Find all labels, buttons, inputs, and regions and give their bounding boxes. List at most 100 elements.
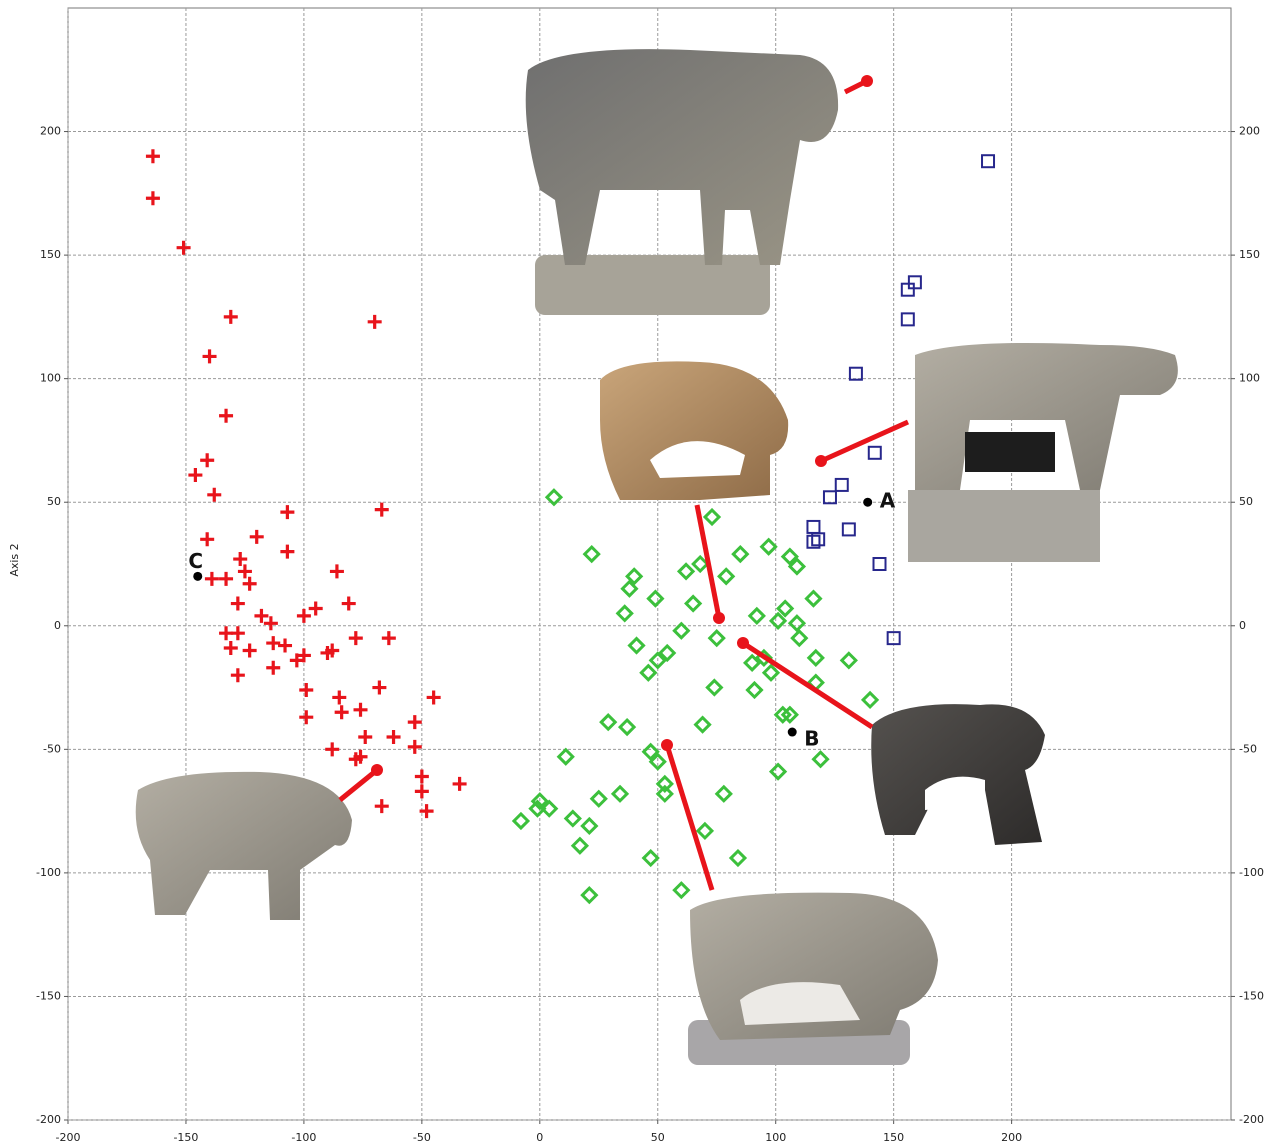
cross-marker	[207, 487, 222, 502]
y-tick-label: -100	[36, 866, 61, 879]
diamond-marker	[693, 715, 712, 734]
cross-marker	[407, 715, 422, 730]
diamond-marker	[773, 705, 792, 724]
square-marker	[872, 557, 887, 571]
cross-marker	[325, 742, 340, 757]
y-tick-label: 100	[40, 372, 61, 385]
diamond-marker	[742, 653, 762, 672]
diamond-marker	[544, 488, 564, 507]
x-tick-label: 50	[651, 1131, 665, 1144]
diamond-marker	[780, 547, 799, 566]
cross-marker	[219, 571, 234, 586]
diamond-marker	[702, 507, 722, 527]
square-marker	[907, 275, 922, 290]
diamond-marker	[620, 579, 639, 598]
cross-marker	[242, 643, 257, 658]
square-marker	[900, 282, 915, 297]
cross-marker	[223, 641, 238, 656]
cross-marker	[230, 626, 245, 641]
diamond-marker	[589, 789, 608, 808]
diamond-marker	[806, 648, 825, 668]
diamond-marker	[617, 717, 637, 737]
x-tick-label: -100	[291, 1131, 316, 1144]
cross-marker	[219, 626, 234, 641]
cross-marker	[341, 596, 356, 611]
pointers	[338, 75, 910, 891]
cross-marker	[242, 576, 257, 591]
x-tick-label: 150	[883, 1131, 904, 1144]
cross-marker	[233, 552, 248, 567]
cross-marker	[419, 804, 434, 819]
labeled-point	[193, 571, 203, 581]
x-tick-label: -200	[56, 1131, 81, 1144]
cross-marker	[278, 638, 293, 653]
point-label: A	[880, 489, 896, 513]
cross-marker	[280, 505, 295, 520]
x-tick-label: -150	[173, 1131, 198, 1144]
diamond-marker	[804, 589, 823, 608]
diamond-marker	[530, 792, 549, 811]
cross-marker	[320, 645, 335, 660]
diamond-marker	[540, 799, 559, 818]
labeled-point	[787, 727, 797, 737]
cross-marker	[381, 631, 396, 646]
photo-right-boar	[871, 704, 1045, 845]
diamond-marker	[776, 599, 795, 618]
cross-marker	[230, 596, 245, 611]
x-tick-label: 100	[765, 1131, 786, 1144]
square-marker	[806, 534, 821, 549]
diamond-marker	[563, 809, 582, 828]
diamond-marker	[790, 629, 809, 648]
y-tick-label-right: -100	[1239, 866, 1264, 879]
diamond-marker	[768, 611, 788, 630]
cross-marker	[414, 784, 429, 799]
y-tick-label-right: -200	[1239, 1113, 1264, 1126]
cross-marker	[426, 690, 441, 705]
cross-marker	[230, 668, 245, 683]
diamond-marker	[570, 836, 590, 855]
cross-marker	[372, 680, 387, 695]
cross-marker	[414, 769, 429, 784]
diamond-marker	[860, 690, 880, 710]
cross-marker	[145, 191, 160, 206]
diamond-marker	[731, 544, 750, 564]
diamond-marker	[639, 663, 658, 682]
square-marker	[811, 532, 826, 547]
diamond-marker	[780, 705, 799, 724]
diamond-marker	[695, 821, 715, 841]
diamond-marker	[646, 589, 665, 608]
diamond-marker	[599, 713, 618, 732]
cross-marker	[200, 532, 215, 547]
cross-marker	[332, 690, 347, 705]
cross-marker	[353, 749, 368, 764]
x-tick-label: 200	[1001, 1131, 1022, 1144]
diamond-marker	[580, 816, 599, 836]
y-axis-label: Axis 2	[8, 543, 21, 576]
cross-marker	[452, 776, 467, 791]
y-tick-label-right: 50	[1239, 495, 1253, 508]
x-tick-label: -50	[413, 1131, 431, 1144]
diamond-marker	[648, 752, 667, 771]
cross-marker	[299, 683, 314, 698]
diamond-marker	[714, 784, 733, 803]
y-tick-label-right: -50	[1239, 742, 1257, 755]
diamond-marker	[672, 881, 691, 900]
labeled-point	[863, 497, 873, 507]
cross-marker	[145, 149, 160, 164]
diamond-marker	[672, 621, 691, 640]
diamond-marker	[676, 562, 696, 581]
diamond-marker	[787, 614, 807, 633]
cross-marker	[374, 799, 389, 814]
diamond-marker	[610, 784, 630, 803]
y-tick-label: -150	[36, 989, 61, 1002]
cross-marker	[223, 309, 238, 324]
diamond-marker	[655, 774, 674, 794]
diamond-marker	[641, 742, 660, 761]
cross-marker	[204, 571, 219, 586]
diamond-marker	[684, 594, 703, 613]
square-marker	[841, 522, 856, 537]
square-marker	[981, 154, 996, 169]
cross-marker	[266, 636, 281, 651]
photo-left-boar	[135, 771, 352, 920]
